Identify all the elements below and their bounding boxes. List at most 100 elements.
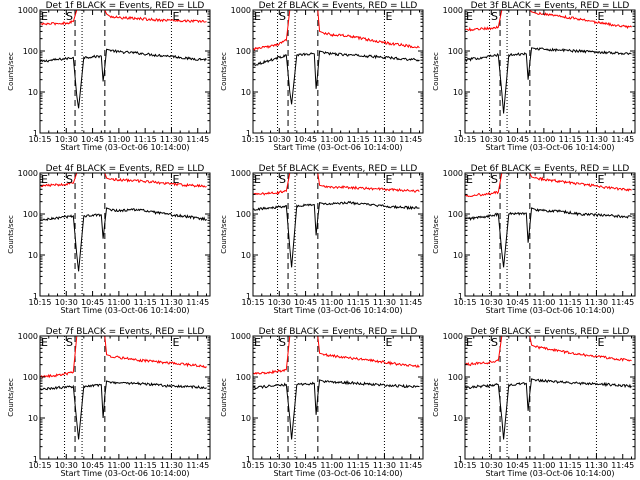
event-marker-label: E [597,10,604,23]
y-tick-label: 10 [241,251,251,260]
chart-panel: 1 10 100 1000 10:15 10:30 10:45 11:00 11:15 11:30… [220,1,424,152]
chart-panel: 1 10 100 1000 10:15 10:30 10:45 11:00 11:15 11:30… [432,327,636,478]
x-tick-label: 10:15 [453,298,476,307]
x-tick-label: 11:00 [320,298,343,307]
y-tick-label: 10 [28,414,38,423]
y-tick-label: 10 [241,414,251,423]
x-tick-label: 11:00 [320,461,343,470]
x-tick-label: 11:00 [320,135,343,144]
x-tick-label: 11:30 [160,298,183,307]
y-tick-label: 1000 [18,332,38,341]
event-marker-label: E [254,10,261,23]
y-tick-label: 1000 [231,6,251,15]
y-axis-label: Counts/sec [220,378,228,417]
x-tick-label: 10:30 [268,135,291,144]
x-tick-label: 11:30 [373,461,396,470]
x-tick-label: 10:45 [294,135,317,144]
y-axis-label: Counts/sec [7,52,15,91]
y-tick-label: 10 [241,88,251,97]
x-tick-label: 10:30 [480,298,503,307]
event-marker-label: E [597,336,604,349]
panel-title: Det 3f BLACK = Events, RED = LLD [471,1,630,11]
lld-series-line [253,336,420,375]
x-tick-label: 11:00 [532,298,555,307]
event-marker-label: E [385,173,392,186]
y-tick-label: 1000 [231,332,251,341]
x-tick-label: 10:30 [55,298,78,307]
x-tick-label: 11:45 [186,298,209,307]
chart-panel: 1 10 100 1000 10:15 10:30 10:45 11:00 11:15 11:30… [220,164,424,315]
lld-series-line [465,336,632,367]
lld-series-line [40,173,207,188]
y-tick-label: 1000 [18,6,38,15]
event-marker-label: E [172,336,179,349]
y-axis-label: Counts/sec [220,52,228,91]
x-tick-label: 11:45 [611,298,634,307]
y-tick-label: 1 [246,292,251,301]
y-tick-label: 100 [23,210,38,219]
x-tick-label: 11:15 [134,135,157,144]
x-tick-label: 11:00 [107,298,130,307]
x-tick-label: 11:15 [347,298,370,307]
y-tick-label: 1 [246,129,251,138]
event-marker-label: E [41,10,48,23]
event-marker-label: S [491,336,498,349]
x-axis-label: Start Time (03-Oct-06 10:14:00) [273,143,402,152]
event-marker-label: E [41,173,48,186]
panel-title: Det 1f BLACK = Events, RED = LLD [46,1,205,11]
event-marker-label: E [466,336,473,349]
events-series-line [465,47,632,114]
x-tick-label: 10:15 [28,135,51,144]
x-tick-label: 11:30 [160,461,183,470]
event-marker-label: S [279,10,286,23]
y-tick-label: 1 [33,292,38,301]
x-axis-label: Start Time (03-Oct-06 10:14:00) [485,306,614,315]
lld-series-line [253,173,420,196]
x-tick-label: 10:45 [81,298,104,307]
event-marker-label: E [172,10,179,23]
plot-frame [39,172,211,297]
panel-title: Det 6f BLACK = Events, RED = LLD [471,164,630,174]
events-series-line [40,380,207,440]
event-marker-label: S [66,10,73,23]
x-tick-label: 11:45 [611,135,634,144]
x-tick-label: 11:30 [160,135,183,144]
plot-frame [464,335,636,460]
x-tick-label: 10:15 [453,461,476,470]
y-tick-label: 100 [236,373,251,382]
plot-frame [39,9,211,134]
x-tick-label: 11:00 [532,461,555,470]
x-tick-label: 10:15 [241,461,264,470]
events-series-line [40,48,207,109]
x-tick-label: 11:45 [186,461,209,470]
event-marker-label: E [254,336,261,349]
x-tick-label: 11:30 [373,298,396,307]
lld-series-line [40,10,207,26]
event-marker-label: E [597,173,604,186]
x-tick-label: 10:15 [28,461,51,470]
event-marker-label: E [41,336,48,349]
chart-panel: 1 10 100 1000 10:15 10:30 10:45 11:00 11:15 11:30… [220,327,424,478]
y-tick-label: 100 [236,47,251,56]
x-tick-label: 11:15 [559,461,582,470]
y-tick-label: 100 [23,47,38,56]
events-series-line [253,50,420,105]
y-axis-label: Counts/sec [432,215,440,254]
x-tick-label: 11:00 [532,135,555,144]
event-marker-label: S [66,173,73,186]
lld-series-line [465,10,632,32]
x-tick-label: 11:15 [559,298,582,307]
x-tick-label: 11:15 [347,135,370,144]
x-axis-label: Start Time (03-Oct-06 10:14:00) [485,143,614,152]
chart-panel: 1 10 100 1000 10:15 10:30 10:45 11:00 11:15 11:30… [7,164,211,315]
y-tick-label: 1000 [18,169,38,178]
x-tick-label: 10:45 [506,135,529,144]
chart-panel: 1 10 100 1000 10:15 10:30 10:45 11:00 11:15 11:30… [7,1,211,152]
x-tick-label: 11:30 [585,298,608,307]
event-marker-label: E [385,10,392,23]
x-axis-label: Start Time (03-Oct-06 10:14:00) [485,469,614,478]
plot-frame [39,335,211,460]
event-marker-label: E [466,173,473,186]
event-marker-label: E [385,336,392,349]
